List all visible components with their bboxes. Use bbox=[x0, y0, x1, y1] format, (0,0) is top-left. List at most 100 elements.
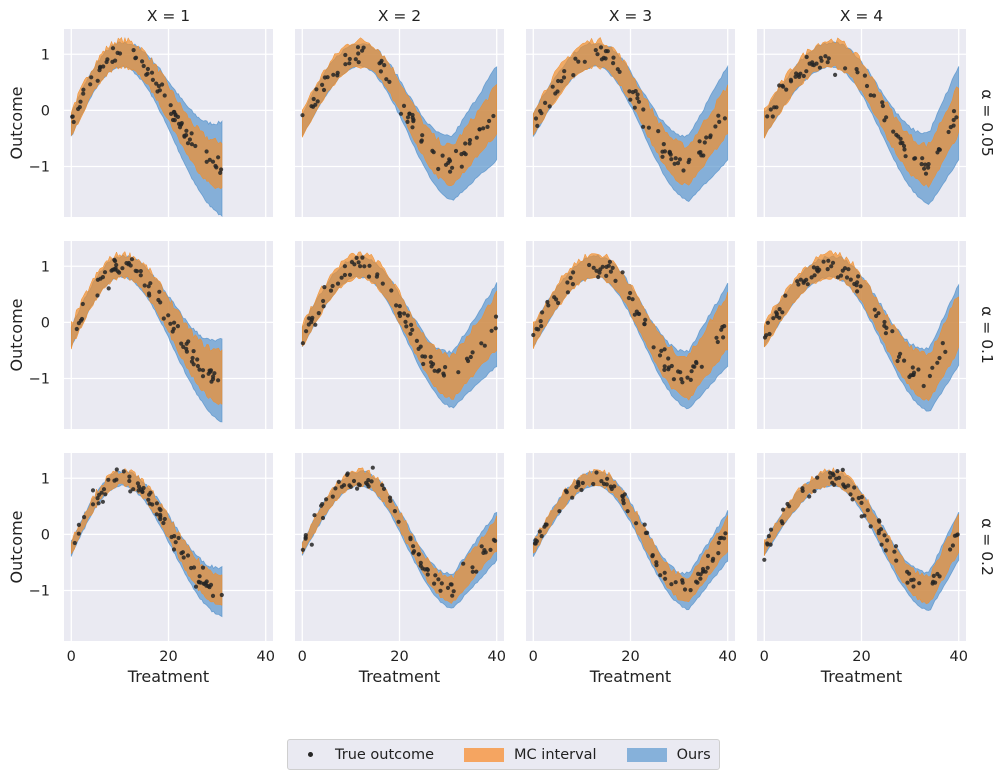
true-outcome-point bbox=[355, 45, 361, 50]
true-outcome-point bbox=[621, 498, 626, 503]
true-outcome-point bbox=[868, 524, 873, 529]
true-outcome-point bbox=[402, 311, 407, 316]
legend-label-ours: Ours bbox=[676, 746, 711, 763]
true-outcome-point bbox=[342, 264, 347, 269]
true-outcome-point bbox=[686, 160, 691, 165]
legend: True outcome MC interval Ours bbox=[287, 739, 720, 770]
true-outcome-point bbox=[343, 52, 348, 58]
facet-panels bbox=[64, 29, 966, 641]
true-outcome-point bbox=[694, 579, 699, 584]
true-outcome-point bbox=[414, 338, 419, 343]
true-outcome-point bbox=[347, 272, 353, 277]
true-outcome-point bbox=[662, 367, 667, 372]
true-outcome-point bbox=[135, 481, 140, 486]
true-outcome-point bbox=[694, 359, 699, 365]
true-outcome-point bbox=[79, 316, 85, 322]
true-outcome-point bbox=[768, 527, 774, 532]
legend-label-mc-interval: MC interval bbox=[514, 746, 597, 763]
true-outcome-point bbox=[768, 107, 773, 112]
x-tick-label: 40 bbox=[949, 649, 967, 665]
true-outcome-point bbox=[635, 96, 640, 101]
true-outcome-point bbox=[762, 557, 767, 562]
true-outcome-point bbox=[856, 274, 861, 279]
true-outcome-point bbox=[796, 72, 801, 78]
true-outcome-point bbox=[804, 54, 809, 60]
true-outcome-point bbox=[76, 531, 81, 536]
true-outcome-point bbox=[884, 115, 889, 120]
mc-interval-band bbox=[764, 37, 959, 188]
true-outcome-point bbox=[474, 569, 479, 574]
true-outcome-point bbox=[922, 166, 927, 171]
true-outcome-point bbox=[80, 301, 85, 307]
true-outcome-point bbox=[671, 377, 677, 382]
true-outcome-point bbox=[411, 544, 416, 549]
true-outcome-point bbox=[781, 84, 786, 89]
true-outcome-point bbox=[699, 153, 704, 158]
true-outcome-point bbox=[374, 274, 379, 279]
true-outcome-point bbox=[440, 153, 445, 158]
legend-item-ours: Ours bbox=[626, 746, 711, 763]
true-outcome-point bbox=[713, 124, 718, 129]
x-tick-label: 0 bbox=[760, 649, 769, 665]
true-outcome-point bbox=[134, 269, 140, 274]
row-title: α = 0.2 bbox=[978, 518, 996, 576]
true-outcome-point bbox=[809, 275, 814, 280]
true-outcome-point bbox=[172, 118, 177, 123]
true-outcome-point bbox=[829, 264, 834, 269]
y-tick-label: −1 bbox=[29, 159, 50, 175]
panel-r2-c2 bbox=[295, 241, 504, 429]
y-tick-label: 0 bbox=[41, 103, 50, 119]
true-outcome-point bbox=[565, 280, 570, 285]
true-outcome-point bbox=[642, 522, 647, 527]
legend-swatch-ours bbox=[626, 747, 667, 762]
mc-interval-band bbox=[71, 467, 223, 606]
true-outcome-point bbox=[314, 87, 319, 92]
true-outcome-point bbox=[210, 159, 216, 164]
true-outcome-point bbox=[303, 536, 308, 541]
y-axis-label: Outcome bbox=[7, 510, 26, 583]
true-outcome-point bbox=[846, 267, 851, 272]
true-outcome-point bbox=[907, 374, 912, 379]
true-outcome-point bbox=[538, 319, 543, 324]
true-outcome-point bbox=[394, 303, 399, 308]
true-outcome-point bbox=[447, 158, 453, 163]
true-outcome-point bbox=[662, 364, 667, 369]
true-outcome-point bbox=[219, 167, 224, 172]
true-outcome-point bbox=[628, 97, 633, 102]
true-outcome-point bbox=[218, 170, 223, 175]
true-outcome-point bbox=[347, 56, 352, 62]
true-outcome-point bbox=[946, 129, 951, 135]
true-outcome-point bbox=[722, 116, 728, 121]
true-outcome-point bbox=[461, 561, 466, 566]
true-outcome-point bbox=[313, 322, 318, 327]
true-outcome-point bbox=[764, 333, 769, 338]
true-outcome-point bbox=[543, 100, 548, 105]
true-outcome-point bbox=[878, 527, 884, 532]
true-outcome-point bbox=[320, 82, 325, 87]
true-outcome-point bbox=[71, 119, 76, 125]
true-outcome-point bbox=[387, 79, 392, 84]
true-outcome-point bbox=[951, 123, 956, 128]
true-outcome-point bbox=[96, 501, 101, 506]
true-outcome-point bbox=[811, 265, 817, 270]
true-outcome-point bbox=[307, 316, 312, 321]
true-outcome-point bbox=[615, 67, 620, 72]
true-outcome-point bbox=[335, 281, 341, 286]
legend-swatch-mc-interval bbox=[464, 747, 505, 762]
true-outcome-point bbox=[599, 479, 604, 484]
true-outcome-point bbox=[410, 125, 415, 130]
true-outcome-point bbox=[438, 588, 443, 593]
true-outcome-point bbox=[418, 344, 423, 349]
true-outcome-point bbox=[468, 354, 473, 360]
panel-r3-c2 bbox=[295, 453, 504, 641]
true-outcome-point bbox=[579, 487, 584, 493]
true-outcome-point bbox=[815, 475, 820, 480]
true-outcome-point bbox=[106, 477, 111, 482]
true-outcome-point bbox=[493, 314, 499, 319]
true-outcome-point bbox=[208, 582, 214, 588]
true-outcome-point bbox=[893, 544, 899, 549]
true-outcome-point bbox=[420, 133, 425, 138]
true-outcome-point bbox=[187, 137, 192, 142]
x-tick-label: 20 bbox=[852, 649, 870, 665]
true-outcome-point bbox=[408, 331, 413, 336]
